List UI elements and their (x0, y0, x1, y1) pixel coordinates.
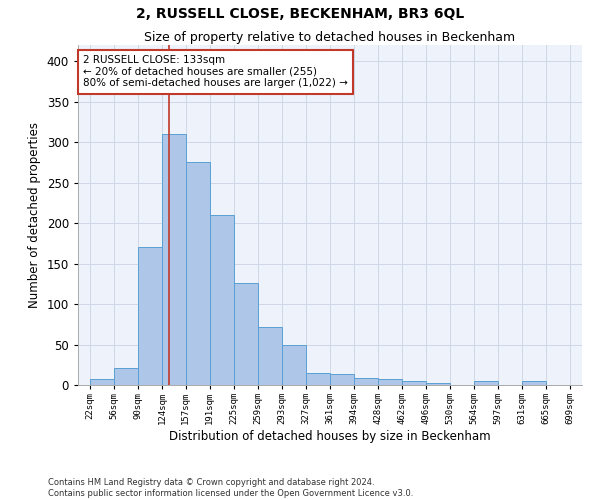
Bar (522, 381, 546, 385)
Bar (426, 382, 450, 385)
Bar (138, 248, 163, 385)
Bar (186, 162, 210, 385)
Bar (354, 378, 378, 385)
Bar (90, 380, 114, 385)
X-axis label: Distribution of detached houses by size in Beckenham: Distribution of detached houses by size … (169, 430, 491, 443)
Text: 2, RUSSELL CLOSE, BECKENHAM, BR3 6QL: 2, RUSSELL CLOSE, BECKENHAM, BR3 6QL (136, 8, 464, 22)
Bar (163, 134, 187, 385)
Text: 2 RUSSELL CLOSE: 133sqm
← 20% of detached houses are smaller (255)
80% of semi-d: 2 RUSSELL CLOSE: 133sqm ← 20% of detache… (83, 55, 348, 88)
Bar (234, 283, 258, 385)
Bar (402, 381, 426, 385)
Bar (210, 215, 234, 385)
Bar (258, 326, 282, 385)
Bar (114, 368, 138, 385)
Bar (378, 378, 402, 385)
Bar (306, 373, 331, 385)
Y-axis label: Number of detached properties: Number of detached properties (28, 122, 41, 308)
Bar (331, 374, 355, 385)
Text: Contains HM Land Registry data © Crown copyright and database right 2024.
Contai: Contains HM Land Registry data © Crown c… (48, 478, 413, 498)
Title: Size of property relative to detached houses in Beckenham: Size of property relative to detached ho… (145, 31, 515, 44)
Bar (282, 346, 306, 385)
Bar (474, 381, 499, 385)
